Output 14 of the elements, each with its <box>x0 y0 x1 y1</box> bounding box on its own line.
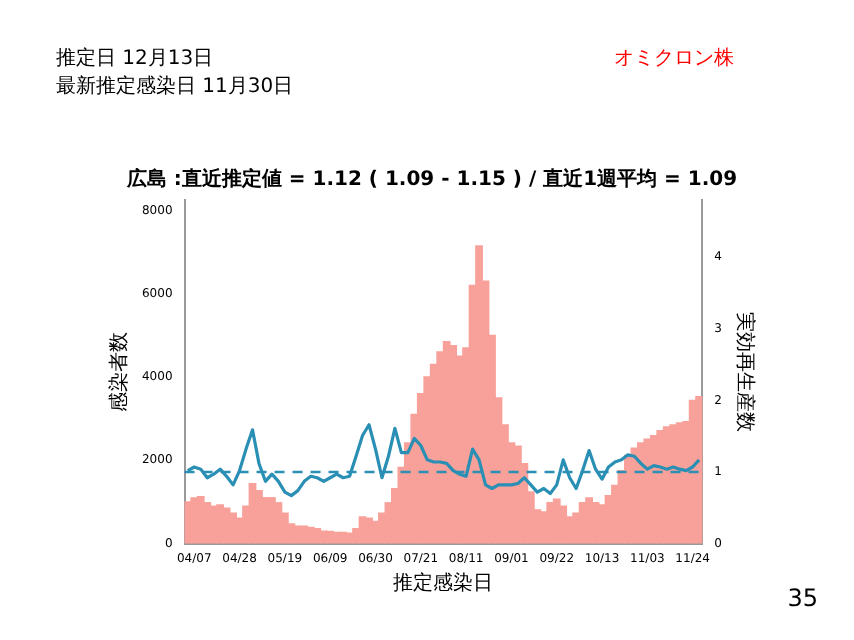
y2-axis-title: 実効再生産数 <box>732 311 757 432</box>
bar <box>300 525 309 544</box>
bar <box>695 395 703 544</box>
text: 推定日 12月13日 <box>56 45 214 72</box>
bar <box>203 502 212 544</box>
bar <box>559 505 568 544</box>
text: 最新推定感染日 11月30日 <box>56 73 294 100</box>
bar <box>216 504 225 544</box>
bar <box>274 502 283 544</box>
chart-title: 広島 :直近推定値 = 1.12 ( 1.09 - 1.15 ) / 直近1週平均 = 1.09 <box>124 167 738 192</box>
text: オミクロン株 <box>614 45 734 72</box>
x-axis-title: 推定感染日 <box>393 571 494 596</box>
text: 35 <box>787 584 818 612</box>
y-axis-title: 感染者数 <box>107 331 132 412</box>
